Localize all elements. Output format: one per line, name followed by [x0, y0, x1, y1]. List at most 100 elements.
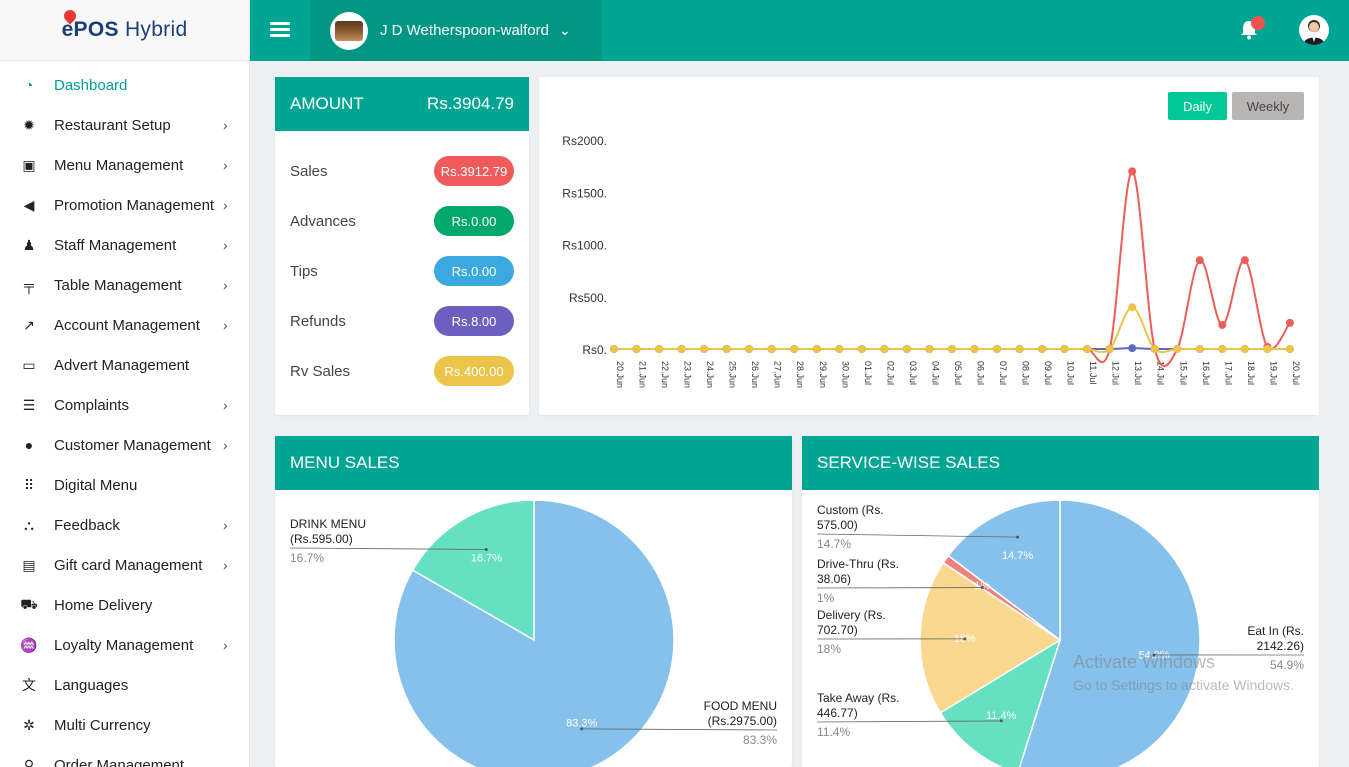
x-tick-label: 15.Jul — [1178, 361, 1188, 385]
series-2-point[interactable] — [677, 345, 686, 353]
series-2-point[interactable] — [1105, 345, 1114, 353]
sidebar-item-multi-currency[interactable]: ✲ Multi Currency — [0, 705, 249, 745]
pie-percent-label: 11.4% — [986, 710, 1017, 722]
sidebar-item-customer-management[interactable]: ● Customer Management › — [0, 425, 249, 465]
legend-leader-dot — [1152, 653, 1156, 657]
series-2-point[interactable] — [880, 345, 889, 353]
sidebar-item-account-management[interactable]: ↗ Account Management › — [0, 305, 249, 345]
series-2-point[interactable] — [1083, 345, 1092, 353]
sidebar-item-label: Restaurant Setup — [54, 116, 171, 134]
menu-book-icon: ▣ — [22, 156, 36, 173]
series-2-point[interactable] — [745, 345, 754, 353]
series-2-point[interactable] — [1173, 345, 1182, 353]
sidebar-item-restaurant-setup[interactable]: ✹ Restaurant Setup › — [0, 105, 249, 145]
series-2-point[interactable] — [767, 345, 776, 353]
series-1-point[interactable] — [1218, 320, 1227, 329]
pie-slice-drink-menu[interactable] — [411, 499, 535, 642]
series-2-point[interactable] — [655, 345, 664, 353]
sidebar-item-loyalty-management[interactable]: ♒ Loyalty Management › — [0, 625, 249, 665]
sidebar-item-label: Promotion Management — [54, 196, 215, 214]
pie-percent-label: 83.3% — [566, 717, 597, 729]
chevron-down-icon: ⌄ — [558, 22, 571, 38]
amount-row-label: Advances — [290, 212, 356, 230]
x-tick-label: 08.Jul — [1021, 361, 1031, 385]
sidebar-item-languages[interactable]: 文 Languages — [0, 665, 249, 705]
amount-value-badge: Rs.0.00 — [434, 256, 514, 286]
series-2-point[interactable] — [947, 345, 956, 353]
series-0-point[interactable] — [1128, 344, 1137, 353]
sidebar-nav: ◔ Dashboard ✹ Restaurant Setup › ▣ Menu Manage… — [0, 61, 249, 767]
sidebar-item-promotion-management[interactable]: ◀ Promotion Management › — [0, 185, 249, 225]
x-tick-label: 01.Jul — [863, 361, 873, 385]
pie-slice-take-away-rs[interactable] — [939, 638, 1062, 767]
weekly-button[interactable]: Weekly — [1232, 92, 1304, 120]
daily-button[interactable]: Daily — [1168, 92, 1227, 120]
sidebar-item-home-delivery[interactable]: ⛟ Home Delivery — [0, 585, 249, 625]
sidebar-item-advert-management[interactable]: ▭ Advert Management — [0, 345, 249, 385]
series-1-point[interactable] — [1128, 167, 1137, 176]
series-2-point[interactable] — [632, 345, 641, 353]
series-2-point[interactable] — [925, 345, 934, 353]
series-2-point[interactable] — [970, 345, 979, 353]
store-selector[interactable]: J D Wetherspoon-walford ⌄ — [310, 0, 602, 61]
series-2-point[interactable] — [1015, 345, 1024, 353]
series-1-point[interactable] — [1240, 256, 1249, 265]
sidebar-item-feedback[interactable]: ⛬ Feedback › — [0, 505, 249, 545]
series-2-point[interactable] — [1150, 345, 1159, 353]
sidebar-item-dashboard[interactable]: ◔ Dashboard — [0, 65, 249, 105]
user-avatar[interactable] — [1299, 15, 1329, 45]
pie-slice-custom-rs[interactable] — [947, 499, 1061, 642]
series-2-point[interactable] — [835, 345, 844, 353]
series-line-1 — [614, 170, 1291, 367]
series-2-point[interactable] — [700, 345, 709, 353]
series-2-point[interactable] — [790, 345, 799, 353]
series-2-point[interactable] — [902, 345, 911, 353]
series-2-point[interactable] — [1240, 345, 1249, 353]
chevron-right-icon: › — [223, 317, 228, 333]
customer-icon: ● — [24, 437, 34, 453]
x-tick-label: 23.Jun — [683, 361, 693, 388]
sidebar-item-label: Advert Management — [54, 356, 190, 374]
series-2-point[interactable] — [1038, 345, 1047, 353]
sidebar-item-menu-management[interactable]: ▣ Menu Management › — [0, 145, 249, 185]
series-2-point[interactable] — [857, 345, 866, 353]
series-1-point[interactable] — [1285, 318, 1294, 327]
legend-leader-dot — [980, 586, 984, 590]
megaphone-icon: ◀ — [23, 196, 35, 213]
sidebar-item-staff-management[interactable]: ♟ Staff Management › — [0, 225, 249, 265]
app-logo[interactable]: ePOS Hybrid — [0, 0, 249, 61]
series-2-point[interactable] — [1128, 303, 1137, 312]
x-tick-label: 16.Jul — [1201, 361, 1211, 385]
pie-slice-food-menu[interactable] — [393, 499, 675, 767]
sidebar-item-digital-menu[interactable]: ⠿ Digital Menu — [0, 465, 249, 505]
series-2-point[interactable] — [722, 345, 731, 353]
amount-row-label: Tips — [290, 262, 318, 280]
sidebar-item-complaints[interactable]: ☰ Complaints › — [0, 385, 249, 425]
sidebar-item-table-management[interactable]: ╤ Table Management › — [0, 265, 249, 305]
pie-percent-label: 1% — [974, 580, 990, 592]
sidebar-item-gift-card-management[interactable]: ▤ Gift card Management › — [0, 545, 249, 585]
series-2-point[interactable] — [1060, 345, 1069, 353]
series-2-point[interactable] — [610, 345, 618, 353]
pie-slice-eat-in-rs[interactable] — [1018, 499, 1201, 767]
legend-leader-line — [816, 720, 1002, 723]
series-2-point[interactable] — [1195, 345, 1204, 353]
legend-percent: 11.4% — [817, 725, 850, 739]
amount-card: AMOUNT Rs.3904.79 Sales Rs.3912.79 Advance… — [275, 77, 529, 415]
series-2-point[interactable] — [1285, 345, 1294, 353]
amount-value-badge: Rs.3912.79 — [434, 156, 514, 186]
series-1-point[interactable] — [1195, 256, 1204, 265]
pie-slice-delivery-rs[interactable] — [919, 561, 1062, 714]
translate-icon: 文 — [22, 677, 36, 693]
monitor-icon: ▭ — [22, 356, 36, 373]
series-2-point[interactable] — [993, 345, 1002, 353]
series-2-point[interactable] — [1218, 345, 1227, 353]
sidebar-item-order-management[interactable]: ⚲ Order Management — [0, 745, 249, 767]
series-2-point[interactable] — [1263, 345, 1272, 353]
series-2-point[interactable] — [812, 345, 821, 353]
y-tick-label: Rs0. — [582, 343, 607, 357]
hamburger-menu-icon[interactable] — [270, 22, 290, 38]
x-tick-label: 26.Jun — [750, 361, 760, 388]
legend-name: Delivery (Rs. — [817, 608, 886, 622]
menu-sales-pie-chart: 16.7% DRINK MENU(Rs.595.00) 16.7% 83.3% FOOD… — [289, 499, 777, 767]
